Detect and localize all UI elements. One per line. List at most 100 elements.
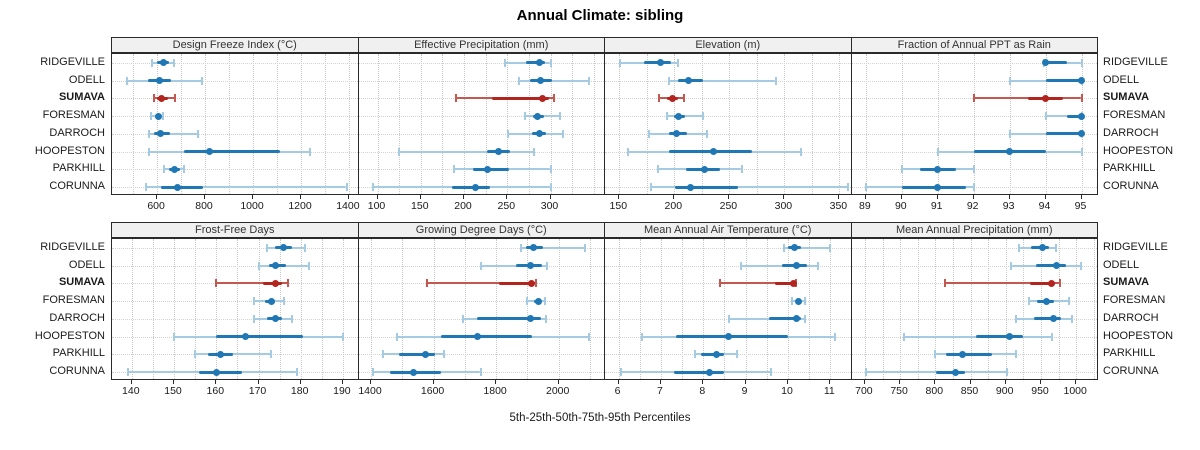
gridline-horizontal: [358, 133, 604, 135]
gridline-vertical: [988, 239, 990, 379]
iqr-bar: [976, 335, 1023, 339]
median-dot: [668, 94, 676, 102]
whisker-cap-high: [308, 261, 311, 270]
iqr-bar: [184, 150, 280, 154]
gridline-vertical: [507, 54, 509, 194]
site-label-left-sumava: SUMAVA: [58, 91, 105, 104]
median-dot: [155, 112, 162, 120]
axis-tick: [829, 380, 831, 384]
gridline-vertical: [682, 239, 684, 379]
axis-tick-label: 350: [829, 200, 848, 212]
gridline-vertical: [882, 239, 884, 379]
axis-tick: [1044, 195, 1046, 199]
axis-tick-label: 1200: [288, 200, 312, 212]
gridline-horizontal: [605, 301, 851, 303]
gridline-horizontal: [112, 62, 358, 64]
panel-header: Fraction of Annual PPT as Rain: [850, 37, 1098, 53]
whisker-cap-high: [291, 314, 294, 323]
gridline-vertical: [258, 239, 260, 379]
whisker-cap-high: [174, 94, 177, 103]
gridline-horizontal: [605, 62, 851, 64]
gridline-vertical: [701, 54, 703, 194]
site-label-right-ridgeville: RIDGEVILLE: [1103, 240, 1168, 253]
gridline-vertical: [229, 54, 230, 194]
whisker-cap-high: [544, 314, 547, 323]
gridline-vertical: [253, 54, 254, 194]
axis-tick-label: 2000: [546, 385, 570, 397]
whisker-cap-high: [1006, 368, 1009, 377]
axis-tick-label: 140: [122, 385, 140, 397]
gridline-vertical: [952, 239, 954, 379]
site-label-left-ridgeville: RIDGEVILLE: [40, 240, 105, 253]
site-label-right-foresman: FORESMAN: [1103, 109, 1166, 122]
gridline-vertical: [788, 239, 789, 379]
axis-tick-label: 600: [147, 200, 165, 212]
whisker-cap-low: [667, 76, 670, 85]
median-dot: [217, 350, 224, 358]
whisker-cap-low: [253, 297, 256, 306]
whisker-cap-high: [172, 58, 175, 67]
axis-tick: [252, 195, 253, 199]
axis-tick: [972, 195, 974, 199]
gridline-vertical: [1023, 239, 1025, 379]
whisker-line: [783, 246, 831, 249]
whisker-cap-high: [588, 332, 590, 341]
whisker-cap-high: [816, 261, 819, 270]
whisker-cap-high: [533, 147, 536, 156]
gridline-vertical: [917, 239, 919, 379]
gridline-vertical: [342, 239, 344, 379]
gridline-vertical: [181, 54, 183, 194]
median-dot: [539, 94, 547, 102]
site-label-left-darroch: DARROCH: [49, 311, 105, 324]
panel-header: Effective Precipitation (mm): [357, 37, 605, 53]
whisker-cap-high: [833, 332, 836, 341]
axis-tick: [204, 195, 205, 199]
gridline-horizontal: [112, 169, 358, 171]
gridline-horizontal: [358, 116, 604, 118]
whisker-cap-low: [126, 76, 129, 85]
site-label-right-odell: ODELL: [1103, 258, 1140, 271]
whisker-cap-high: [803, 314, 806, 323]
gridline-vertical: [464, 54, 465, 194]
axis-tick: [1080, 195, 1082, 199]
whisker-cap-low: [864, 368, 867, 377]
axis-tick-label: 200: [454, 200, 472, 212]
axis-tick-label: 150: [609, 200, 628, 212]
gridline-vertical: [729, 54, 731, 194]
axis-tick-label: 180: [290, 385, 309, 397]
whisker-cap-high: [303, 243, 306, 252]
axis-tick-label: 89: [859, 200, 871, 212]
axis-tick-label: 950: [1031, 385, 1049, 397]
whisker-cap-low: [619, 368, 622, 377]
median-dot: [534, 297, 542, 305]
iqr-bar: [673, 370, 725, 374]
gridline-vertical: [1076, 239, 1078, 379]
whisker-cap-low: [693, 350, 696, 359]
site-label-right-corunna: CORUNNA: [1103, 180, 1159, 193]
whisker-cap-low: [650, 183, 653, 192]
iqr-bar: [1033, 317, 1061, 321]
axis-tick: [1008, 195, 1010, 199]
iqr-bar: [199, 370, 242, 374]
axis-tick: [370, 380, 371, 384]
iqr-bar: [1036, 264, 1067, 268]
axis-tick-label: 6: [614, 385, 621, 397]
median-dot: [409, 368, 417, 376]
median-dot: [535, 130, 543, 138]
site-label-right-sumava: SUMAVA: [1103, 276, 1150, 289]
whisker-line: [480, 264, 547, 267]
median-dot: [530, 244, 538, 252]
gridline-horizontal: [358, 354, 604, 356]
gridline-vertical: [1058, 239, 1060, 379]
site-label-left-foresman: FORESMAN: [42, 294, 105, 307]
gridline-vertical: [639, 239, 641, 379]
axis-tick-label: 8: [699, 385, 706, 397]
whisker-line: [149, 132, 199, 135]
site-label-right-hoopeston: HOOPESTON: [1103, 329, 1174, 342]
site-label-right-darroch: DARROCH: [1103, 126, 1159, 139]
whisker-line: [195, 353, 272, 356]
whisker-cap-low: [462, 314, 465, 323]
panel-frost-free-days: [111, 238, 359, 380]
gridline-horizontal: [112, 301, 358, 303]
median-dot: [173, 183, 181, 191]
